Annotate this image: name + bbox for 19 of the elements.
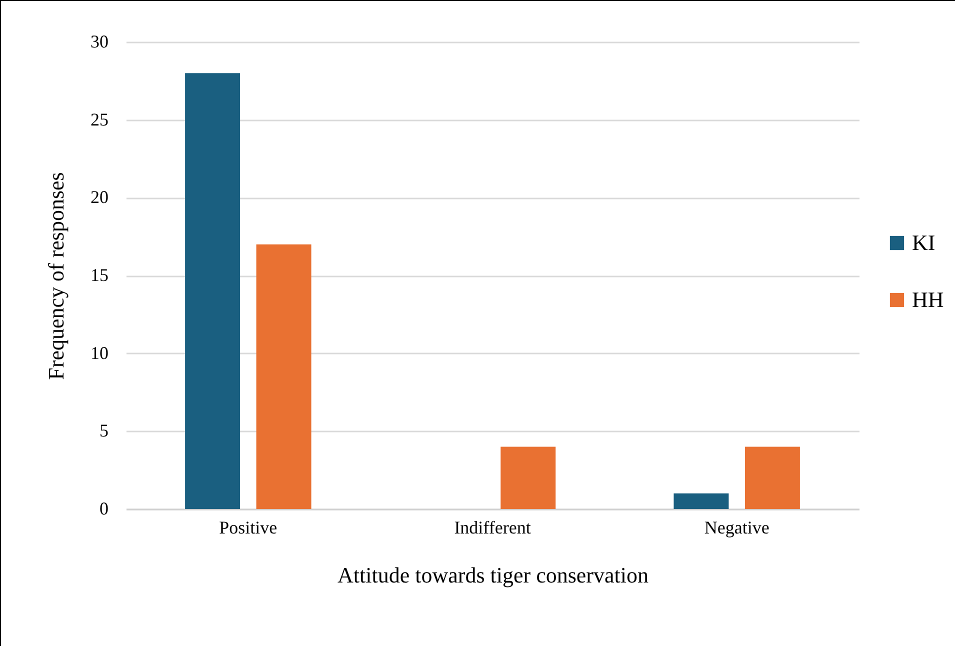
bar	[744, 446, 800, 509]
x-tick-label: Negative	[704, 518, 770, 538]
legend-label: KI	[912, 230, 936, 255]
bar	[185, 73, 240, 509]
x-axis-title: Attitude towards tiger conservation	[338, 562, 648, 588]
x-tick-label: Positive	[219, 518, 278, 538]
bar	[256, 244, 312, 509]
y-tick-label: 25	[90, 109, 108, 130]
y-tick-label: 15	[90, 265, 108, 285]
y-tick-label: 20	[90, 187, 108, 208]
y-tick-label: 0	[100, 498, 108, 518]
x-tick-label: Indifferent	[454, 518, 531, 538]
y-tick-label: 5	[100, 420, 108, 441]
legend-label: HH	[912, 287, 944, 312]
y-tick-label: 30	[90, 32, 108, 52]
bar	[500, 446, 556, 509]
bar	[674, 493, 729, 509]
y-axis-title: Frequency of responses	[44, 172, 68, 380]
y-tick-label: 10	[90, 342, 108, 363]
